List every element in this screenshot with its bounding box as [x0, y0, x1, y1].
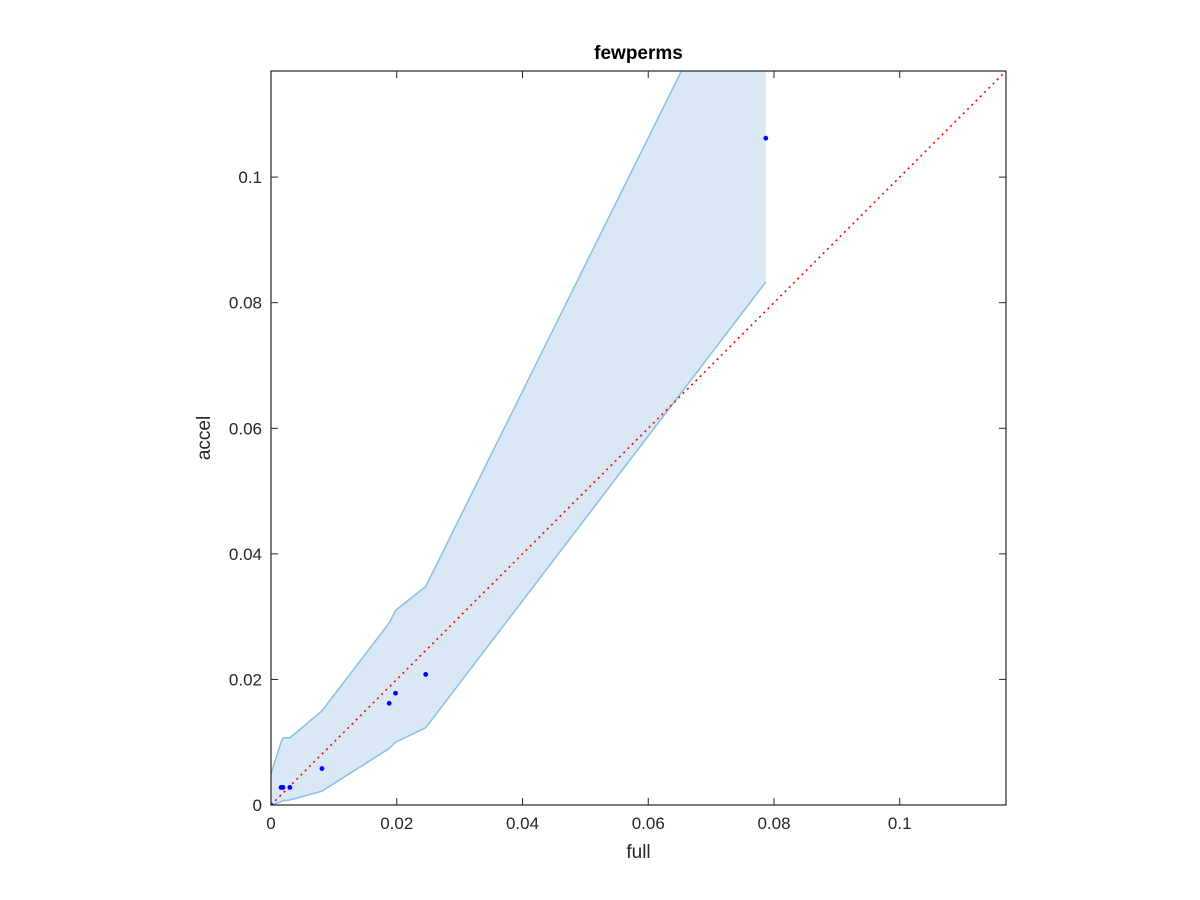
x-tick-label: 0.1 — [888, 814, 912, 833]
y-tick-label: 0.04 — [229, 545, 262, 564]
data-point — [386, 700, 392, 706]
data-point — [280, 785, 286, 790]
y-tick-label: 0.1 — [238, 168, 262, 187]
data-layer — [271, 71, 1006, 805]
x-axis-label: full — [626, 842, 650, 863]
x-tick-label: 0.06 — [632, 814, 665, 833]
y-tick-label: 0.06 — [229, 419, 262, 438]
x-tick-label: 0.02 — [380, 814, 413, 833]
confidence-band — [271, 71, 766, 805]
chart-title: fewperms — [594, 43, 683, 64]
y-tick-label: 0.08 — [229, 294, 262, 313]
band-upper-edge — [271, 71, 683, 774]
x-tick-label: 0 — [266, 814, 275, 833]
data-point — [763, 135, 769, 141]
reference-line — [271, 71, 1006, 805]
y-tick-label: 0 — [253, 796, 262, 815]
y-tick-label: 0.02 — [229, 670, 262, 689]
data-point — [319, 766, 325, 771]
data-point — [393, 690, 398, 696]
band-lower-edge — [271, 281, 767, 805]
x-tick-label: 0.08 — [757, 814, 790, 833]
data-point — [287, 785, 293, 790]
tick-layer: 0 0.02 0.04 0.06 0.08 0.1 0 0.02 0.04 0.06 0.08 0.1 — [229, 71, 1006, 833]
data-point — [423, 671, 429, 677]
axes-box — [270, 70, 1007, 806]
x-tick-label: 0.04 — [506, 814, 539, 833]
y-axis-label: accel — [194, 416, 215, 460]
